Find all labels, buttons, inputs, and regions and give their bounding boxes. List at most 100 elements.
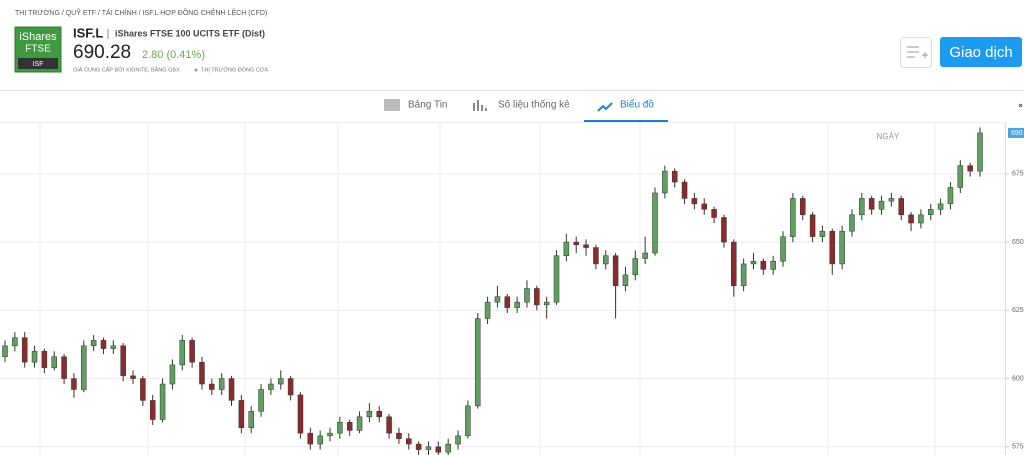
candle-body: [2, 345, 8, 357]
candle-body: [278, 378, 284, 385]
tab[interactable]: Số liệu thống kê: [498, 99, 570, 111]
tab-underline: [584, 120, 668, 122]
candle-body: [534, 288, 540, 306]
candle-body: [721, 217, 727, 243]
candle-body: [947, 187, 954, 205]
y-tick-label: 575: [1012, 444, 1024, 451]
candle-body: [681, 181, 688, 199]
trade-button[interactable]: [940, 37, 1022, 67]
candle-body: [415, 443, 422, 450]
candle-body: [662, 170, 668, 194]
candle-body: [51, 356, 57, 368]
candle-body: [573, 241, 579, 246]
candle-body: [504, 296, 511, 308]
price-change: 2.80 (0.41%): [142, 49, 205, 61]
candle-body: [386, 416, 392, 434]
y-tick-label: 625: [1012, 307, 1024, 314]
candle-body: [376, 411, 382, 418]
candle-body: [603, 255, 609, 265]
y-tick-label: 650: [1012, 239, 1024, 246]
candle-body: [632, 258, 639, 276]
candle-body: [967, 165, 973, 172]
candle-body: [868, 198, 875, 210]
candle-body: [406, 438, 412, 445]
candle-body: [238, 400, 245, 428]
candle-body: [209, 383, 215, 390]
tab[interactable]: Bảng Tin: [408, 100, 447, 111]
candle-body: [652, 192, 658, 254]
candle-body: [898, 198, 904, 216]
logo-text: ISF: [33, 61, 44, 68]
candle-body: [366, 411, 373, 418]
period-label: NGÀY: [877, 132, 900, 141]
trade-button-label[interactable]: Giao dịch: [949, 44, 1012, 61]
candle-body: [159, 383, 166, 420]
candle-body: [445, 443, 451, 453]
candle-body: [514, 301, 520, 308]
candle-body: [327, 432, 333, 437]
candle-body: [563, 241, 570, 256]
candle-body: [297, 394, 304, 434]
candle-body: [750, 260, 757, 265]
candle-body: [356, 416, 363, 431]
candle-body: [21, 337, 28, 363]
candle-body: [612, 255, 619, 287]
candle-body: [760, 260, 767, 270]
candle-body: [819, 230, 826, 237]
candle-body: [425, 446, 432, 450]
price-tag: [1008, 127, 1024, 138]
candle-body: [593, 247, 599, 265]
y-tick-label: 675: [1012, 171, 1024, 178]
candle-body: [71, 378, 77, 390]
price: 690.28: [73, 42, 131, 63]
candle-body: [130, 375, 136, 379]
candle-body: [12, 337, 18, 347]
candle-body: [671, 170, 678, 183]
candle-body: [110, 345, 117, 349]
candle-body: [839, 230, 845, 265]
tab-active[interactable]: Biểu đồ: [620, 99, 654, 111]
candle-body: [90, 340, 97, 347]
tab-icon: [473, 100, 487, 111]
market-status: THỊ TRƯỜNG ĐÓNG CỬA: [201, 66, 269, 73]
candle-body: [140, 378, 146, 401]
candle-body: [268, 383, 274, 390]
candle-body: [731, 241, 737, 287]
instrument-name: iShares FTSE 100 UCITS ETF (Dist): [115, 28, 265, 38]
candle-body: [179, 340, 186, 366]
status-dot: [194, 68, 198, 72]
candle-body: [455, 435, 461, 445]
candle-body: [81, 345, 87, 390]
candle-body: [957, 165, 964, 188]
candle-body: [977, 132, 983, 172]
candle-body: [524, 288, 530, 303]
candle-body: [937, 203, 944, 210]
candle-body: [169, 364, 176, 385]
candle-body: [849, 214, 855, 232]
plot: 575 600 625 650 675 690: [0, 127, 1024, 455]
candle-body: [622, 274, 629, 287]
candle-body: [494, 296, 501, 303]
candle-body: [543, 301, 550, 306]
candle-body: [346, 421, 353, 431]
candle-body: [770, 260, 776, 270]
candle-body: [484, 301, 491, 319]
candle-body: [908, 214, 914, 224]
chart-icon: [1018, 103, 1023, 108]
candle-body: [120, 345, 126, 377]
price-tag-label: 690: [1011, 130, 1023, 137]
tab-icon: [597, 102, 613, 112]
candle-body: [189, 340, 195, 363]
candle-body: [583, 244, 589, 248]
candle-body: [809, 214, 816, 237]
candle-body: [859, 198, 865, 216]
candle-body: [799, 198, 806, 216]
candle-body: [435, 446, 442, 453]
candle-body: [287, 378, 294, 396]
candle-body: [248, 411, 254, 428]
candle-body: [337, 421, 343, 434]
candle-body: [396, 432, 402, 439]
breadcrumb[interactable]: THỊ TRƯỜNG / QUỸ ETF / TÀI CHÍNH / ISF.L…: [15, 7, 267, 17]
